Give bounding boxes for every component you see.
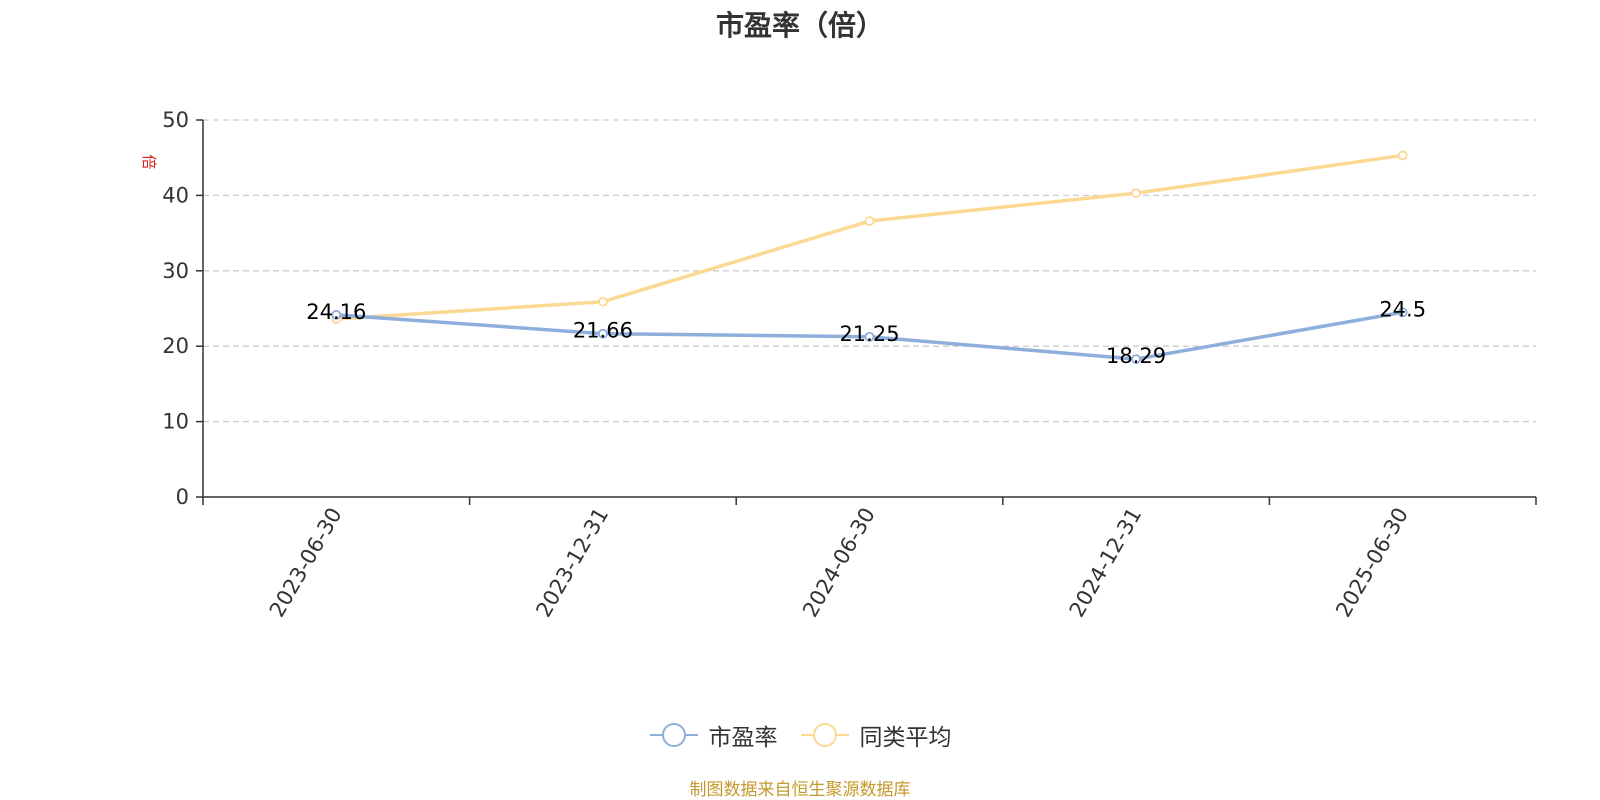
data-label: 18.29 bbox=[1106, 344, 1166, 368]
x-tick-label: 2025-06-30 bbox=[1331, 504, 1413, 622]
source-note: 制图数据来自恒生聚源数据库 bbox=[689, 780, 911, 800]
x-tick-label: 2024-12-31 bbox=[1065, 504, 1147, 622]
data-point bbox=[1397, 150, 1408, 161]
y-tick-label: 40 bbox=[162, 183, 189, 207]
x-tick-label: 2023-06-30 bbox=[265, 504, 347, 622]
legend-label: 同类平均 bbox=[859, 725, 952, 751]
data-label: 24.16 bbox=[306, 300, 366, 324]
data-point bbox=[598, 328, 608, 339]
legend-label: 市盈率 bbox=[708, 725, 778, 751]
data-point bbox=[331, 309, 342, 320]
y-tick-label: 10 bbox=[162, 410, 189, 434]
data-label: 21.25 bbox=[839, 322, 899, 346]
chart-title: 市盈率（倍） bbox=[715, 9, 884, 42]
x-tick-label: 2024-06-30 bbox=[798, 504, 880, 622]
y-tick-label: 30 bbox=[162, 259, 189, 283]
y-tick-label: 50 bbox=[162, 108, 189, 132]
data-point bbox=[598, 296, 608, 307]
data-point bbox=[1131, 188, 1141, 199]
series-line bbox=[334, 153, 1405, 321]
legend-item-peer-average[interactable]: 同类平均 bbox=[800, 718, 952, 752]
y-axis-label: 倍 bbox=[140, 154, 158, 169]
y-tick-label: 0 bbox=[176, 485, 189, 509]
x-tick-label: 2023-12-31 bbox=[531, 504, 613, 622]
data-label: 24.5 bbox=[1379, 297, 1426, 321]
legend-line-circle-icon bbox=[649, 722, 699, 748]
data-point bbox=[864, 331, 875, 342]
data-point bbox=[864, 216, 875, 226]
data-label: 21.66 bbox=[573, 319, 633, 343]
chart-legend: 市盈率 同类平均 bbox=[0, 718, 1600, 752]
y-tick-label: 20 bbox=[162, 334, 189, 358]
legend-item-pe-ratio[interactable]: 市盈率 bbox=[649, 718, 778, 752]
data-point bbox=[1397, 307, 1408, 318]
legend-line-circle-icon bbox=[800, 722, 850, 748]
data-point bbox=[1131, 354, 1141, 364]
